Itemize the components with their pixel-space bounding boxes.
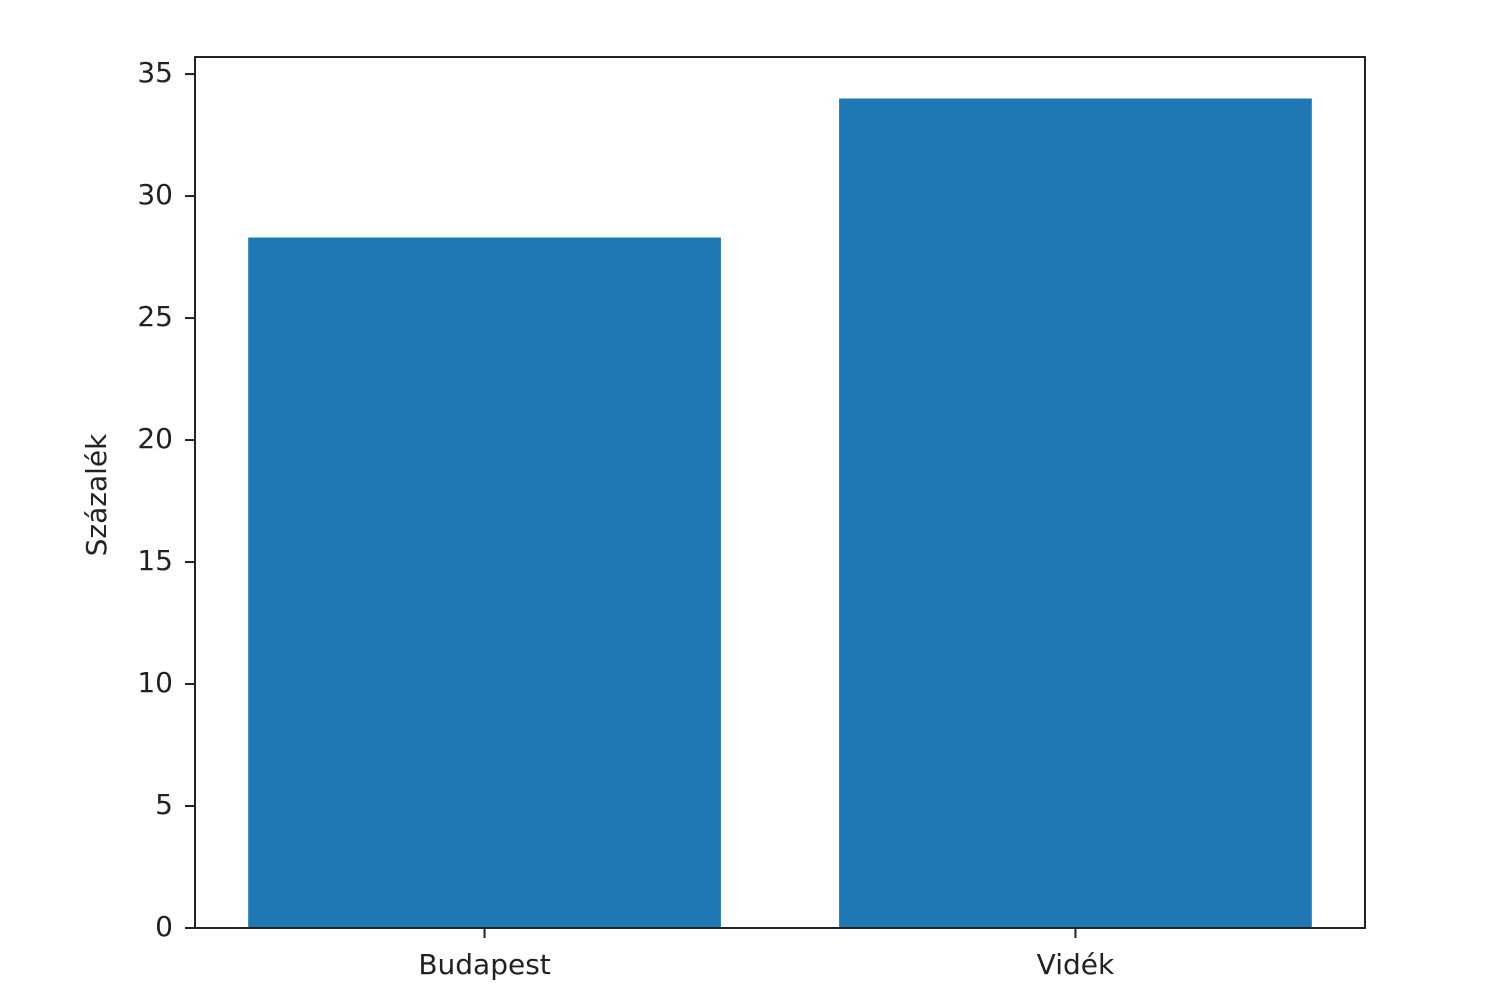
- y-tick-label: 15: [137, 544, 173, 577]
- x-tick-label: Vidék: [1037, 948, 1115, 981]
- axes-frame: [194, 56, 1366, 929]
- y-tick-label: 20: [137, 422, 173, 455]
- y-axis-label: Százalék: [80, 433, 113, 556]
- bar: [839, 98, 1312, 928]
- y-tick-label: 35: [137, 56, 173, 89]
- x-tick-label: Budapest: [418, 948, 550, 981]
- bar: [248, 237, 721, 929]
- y-tick-label: 10: [137, 666, 173, 699]
- y-tick-label: 5: [155, 788, 173, 821]
- y-tick-label: 25: [137, 300, 173, 333]
- y-tick-label: 0: [155, 910, 173, 943]
- y-tick-label: 30: [137, 178, 173, 211]
